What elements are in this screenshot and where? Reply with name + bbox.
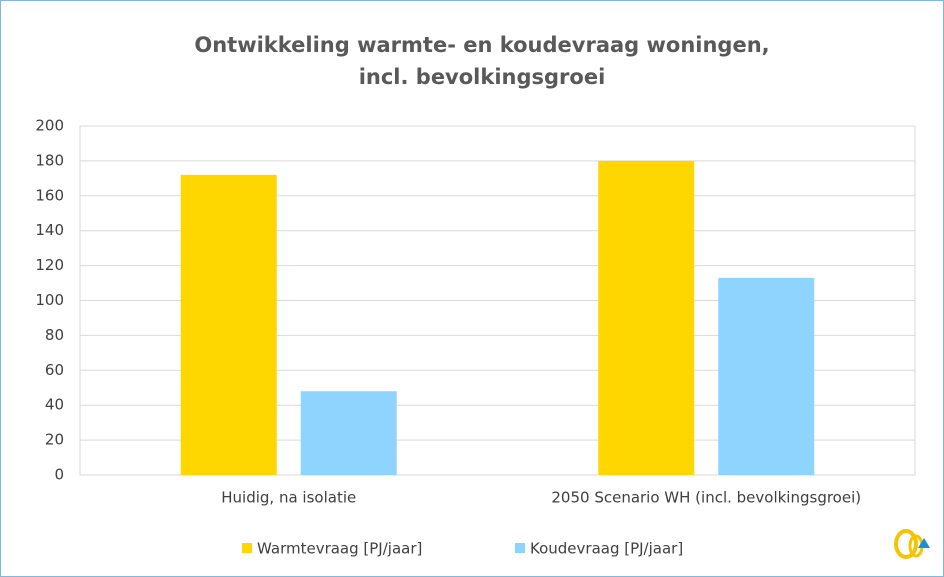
bar [718,277,815,475]
y-tick-label: 0 [54,466,64,484]
legend-label: Koudevraag [PJ/jaar] [530,540,683,558]
y-tick-label: 140 [35,221,64,239]
y-tick-label: 100 [35,291,64,309]
plot-border [79,125,916,476]
y-tick-label: 20 [45,431,64,449]
chart-title: Ontwikkeling warmte- en koudevraag wonin… [194,33,769,57]
y-tick-label: 160 [35,186,64,204]
y-tick-label: 80 [45,326,64,344]
y-tick-label: 40 [45,396,64,414]
chart-title: incl. bevolkingsgroei [359,65,606,89]
x-tick-label: Huidig, na isolatie [221,489,356,507]
y-tick-label: 200 [35,117,64,135]
bar [180,174,277,476]
x-tick-label: 2050 Scenario WH (incl. bevolkingsgroei) [551,489,861,507]
logo [894,529,930,559]
legend-label: Warmtevraag [PJ/jaar] [257,540,422,558]
y-tick-label: 60 [45,361,64,379]
bar [598,160,695,475]
y-tick-label: 180 [35,151,64,169]
bar [300,391,397,475]
y-tick-label: 120 [35,256,64,274]
legend-swatch [515,543,525,553]
legend-swatch [242,543,252,553]
